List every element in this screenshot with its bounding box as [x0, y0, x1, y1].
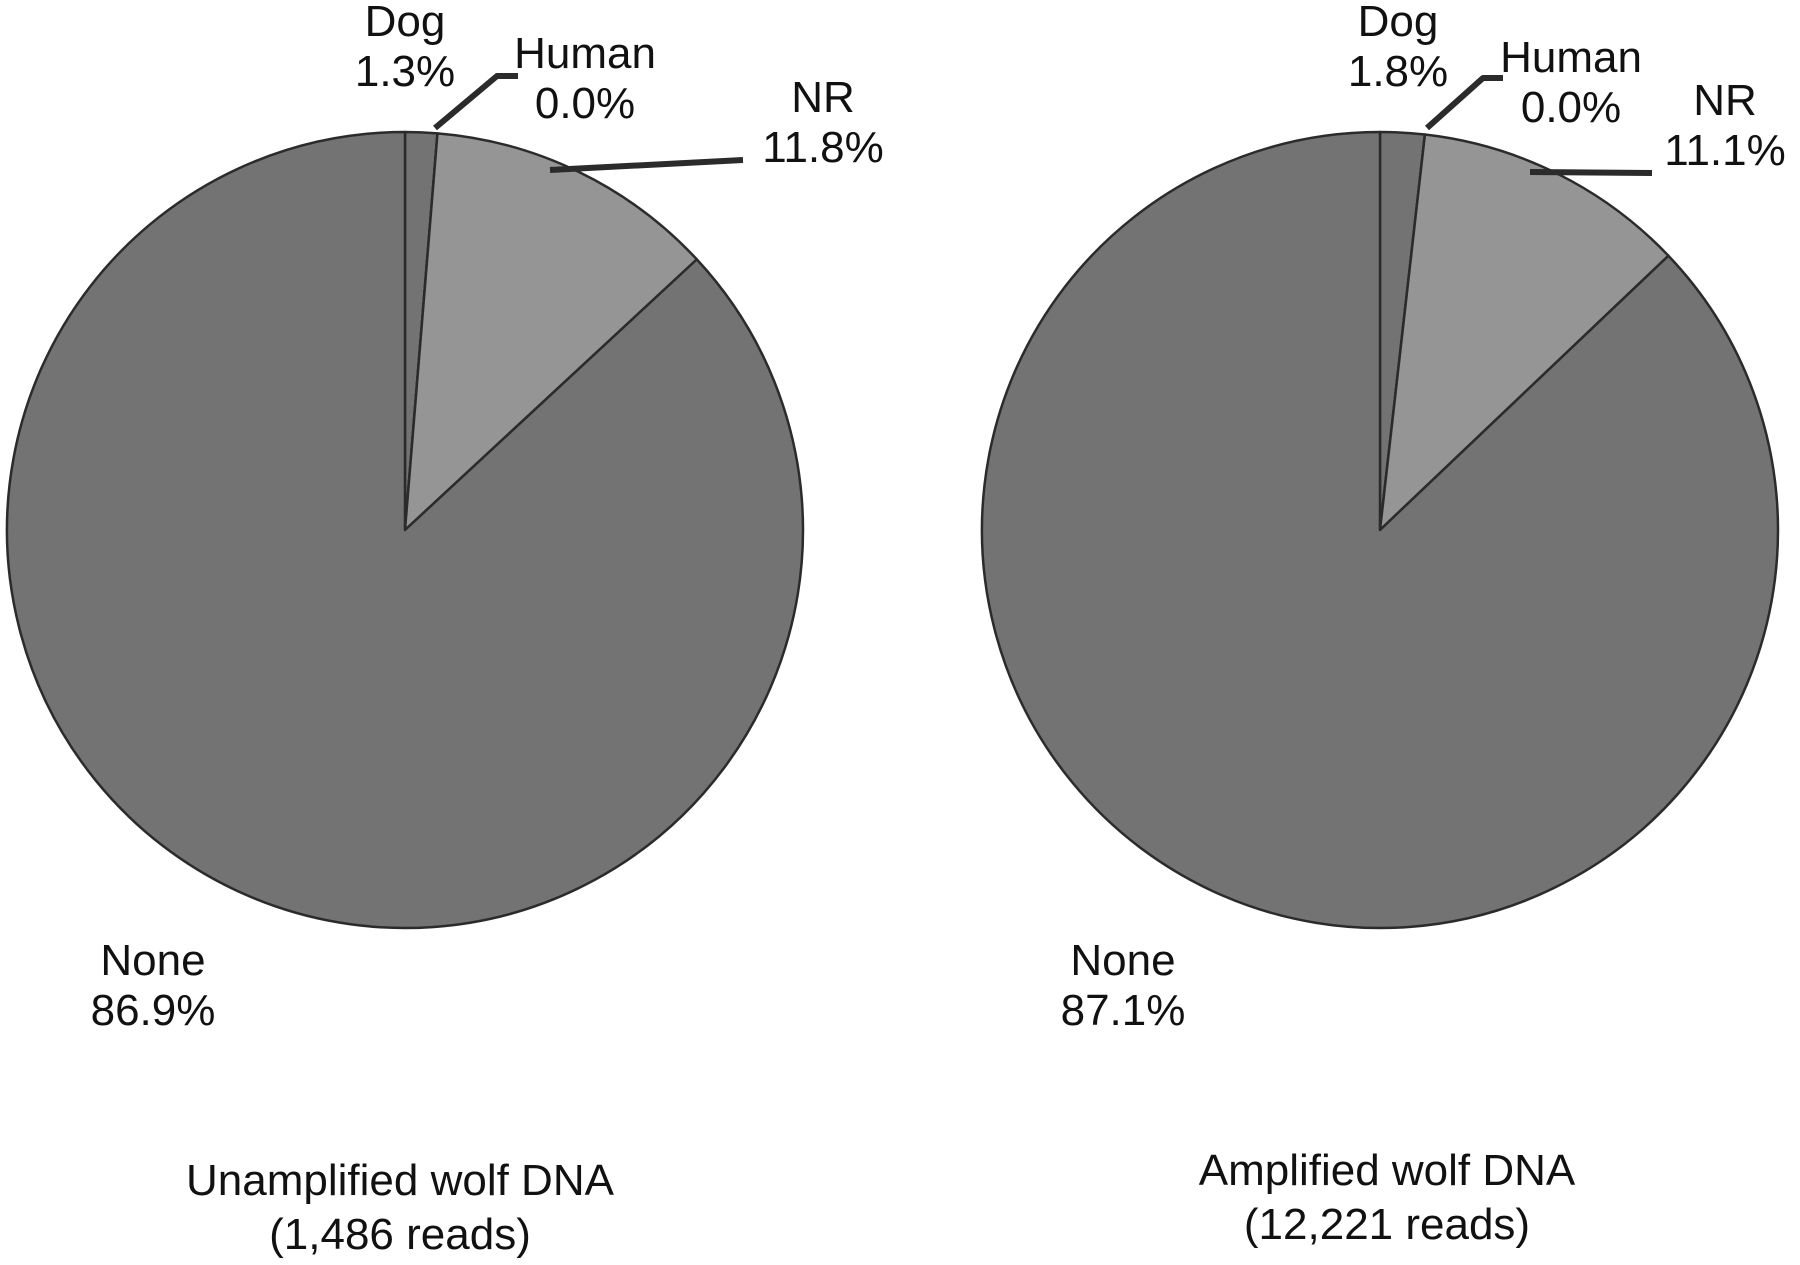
- caption-reads: (12,221 reads): [1244, 1200, 1530, 1249]
- pie-slice-none: [5, 130, 805, 930]
- slice-name: None: [1070, 936, 1175, 985]
- slice-name: Human: [514, 29, 656, 78]
- chart-caption: Amplified wolf DNA (12,221 reads): [1199, 1146, 1576, 1249]
- pie-chart-1: Dog 1.3% Human 0.0% NR 11.8% None 86.9% Unamplif…: [5, 0, 884, 1259]
- leader-line-nr: [1529, 169, 1653, 176]
- caption-title: Amplified wolf DNA: [1199, 1146, 1576, 1195]
- caption-title: Unamplified wolf DNA: [186, 1156, 615, 1205]
- leader-line-human: [1425, 75, 1503, 131]
- slice-name: NR: [1693, 76, 1757, 125]
- slice-name: Dog: [1358, 0, 1439, 46]
- slice-label-human: Human 0.0%: [1500, 33, 1642, 132]
- slice-name: Human: [1500, 33, 1642, 82]
- slice-percent: 0.0%: [1521, 83, 1621, 132]
- pie-slice-nr: [403, 132, 699, 532]
- slice-percent: 1.8%: [1348, 47, 1448, 96]
- slice-percent: 11.8%: [762, 123, 884, 172]
- slice-percent: 87.1%: [1061, 986, 1186, 1035]
- caption-reads: (1,486 reads): [269, 1210, 531, 1259]
- slice-label-none: None 87.1%: [1061, 936, 1186, 1035]
- slice-name: None: [100, 936, 205, 985]
- chart-caption: Unamplified wolf DNA (1,486 reads): [186, 1156, 615, 1259]
- pie-chart-2: Dog 1.8% Human 0.0% NR 11.1%None 87.1%Amplifie…: [980, 0, 1786, 1249]
- slice-percent: 11.1%: [1664, 126, 1786, 175]
- slice-label-nr: NR 11.8%: [762, 73, 884, 172]
- leader-line-nr: [549, 157, 744, 173]
- slice-name: Dog: [365, 0, 446, 46]
- slice-label-nr: NR 11.1%: [1664, 76, 1786, 175]
- slice-label-dog: Dog 1.3%: [355, 0, 455, 96]
- slice-percent: 86.9%: [91, 986, 216, 1035]
- slice-label-dog: Dog 1.8%: [1348, 0, 1448, 96]
- slice-label-human: Human 0.0%: [514, 29, 656, 128]
- leader-line-human: [433, 73, 518, 131]
- slice-percent: 0.0%: [535, 79, 635, 128]
- pie-slice-none: [980, 130, 1780, 930]
- slice-percent: 1.3%: [355, 47, 455, 96]
- slice-label-none: None 86.9%: [91, 936, 216, 1035]
- slice-name: NR: [791, 73, 855, 122]
